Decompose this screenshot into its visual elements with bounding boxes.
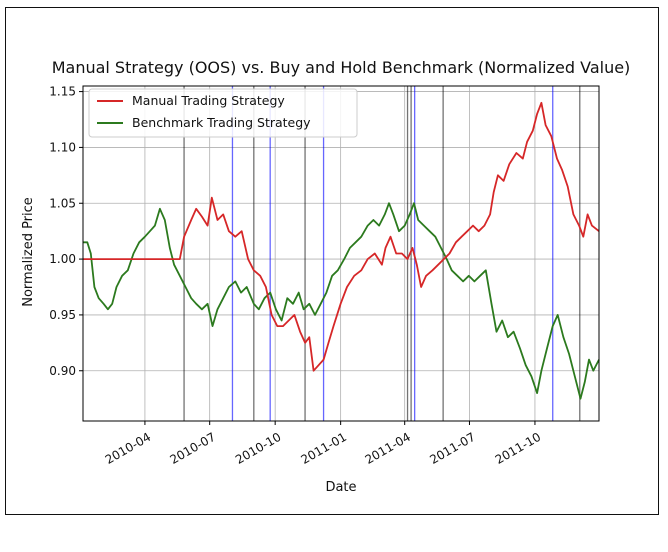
signal-lines [183,86,581,421]
x-axis-label: Date [325,480,356,495]
y-tick-label: 0.90 [49,364,76,378]
x-tick-label: 2010-04 [103,430,153,467]
manual-strategy-line [83,101,600,372]
x-tick-label: 2011-10 [493,430,543,467]
benchmark-line [83,202,600,400]
y-tick-label: 1.05 [49,196,76,210]
grid-lines [83,86,599,421]
x-tick-label: 2011-04 [363,430,413,467]
legend-label-benchmark: Benchmark Trading Strategy [132,115,311,130]
y-tick-label: 1.00 [49,252,76,266]
x-tick-label: 2011-01 [299,430,349,467]
chart-title: Manual Strategy (OOS) vs. Buy and Hold B… [52,58,631,77]
series-lines [83,101,600,400]
legend-box [88,88,358,138]
y-tick-label: 0.95 [49,308,76,322]
x-axis-ticks: 2010-04 2010-07 2010-10 2011-01 2011-04 2011-… [103,421,543,467]
legend-label-manual: Manual Trading Strategy [132,93,285,108]
x-tick-label: 2010-07 [168,430,218,467]
y-tick-label: 1.10 [49,140,76,154]
legend: Manual Trading Strategy Benchmark Tradin… [88,88,358,138]
y-axis-label: Normalized Price [21,197,36,307]
x-tick-label: 2011-07 [427,430,477,467]
y-axis-ticks: 0.90 0.95 1.00 1.05 1.10 1.15 [49,85,83,378]
y-tick-label: 1.15 [49,85,76,99]
x-tick-label: 2010-10 [233,430,283,467]
